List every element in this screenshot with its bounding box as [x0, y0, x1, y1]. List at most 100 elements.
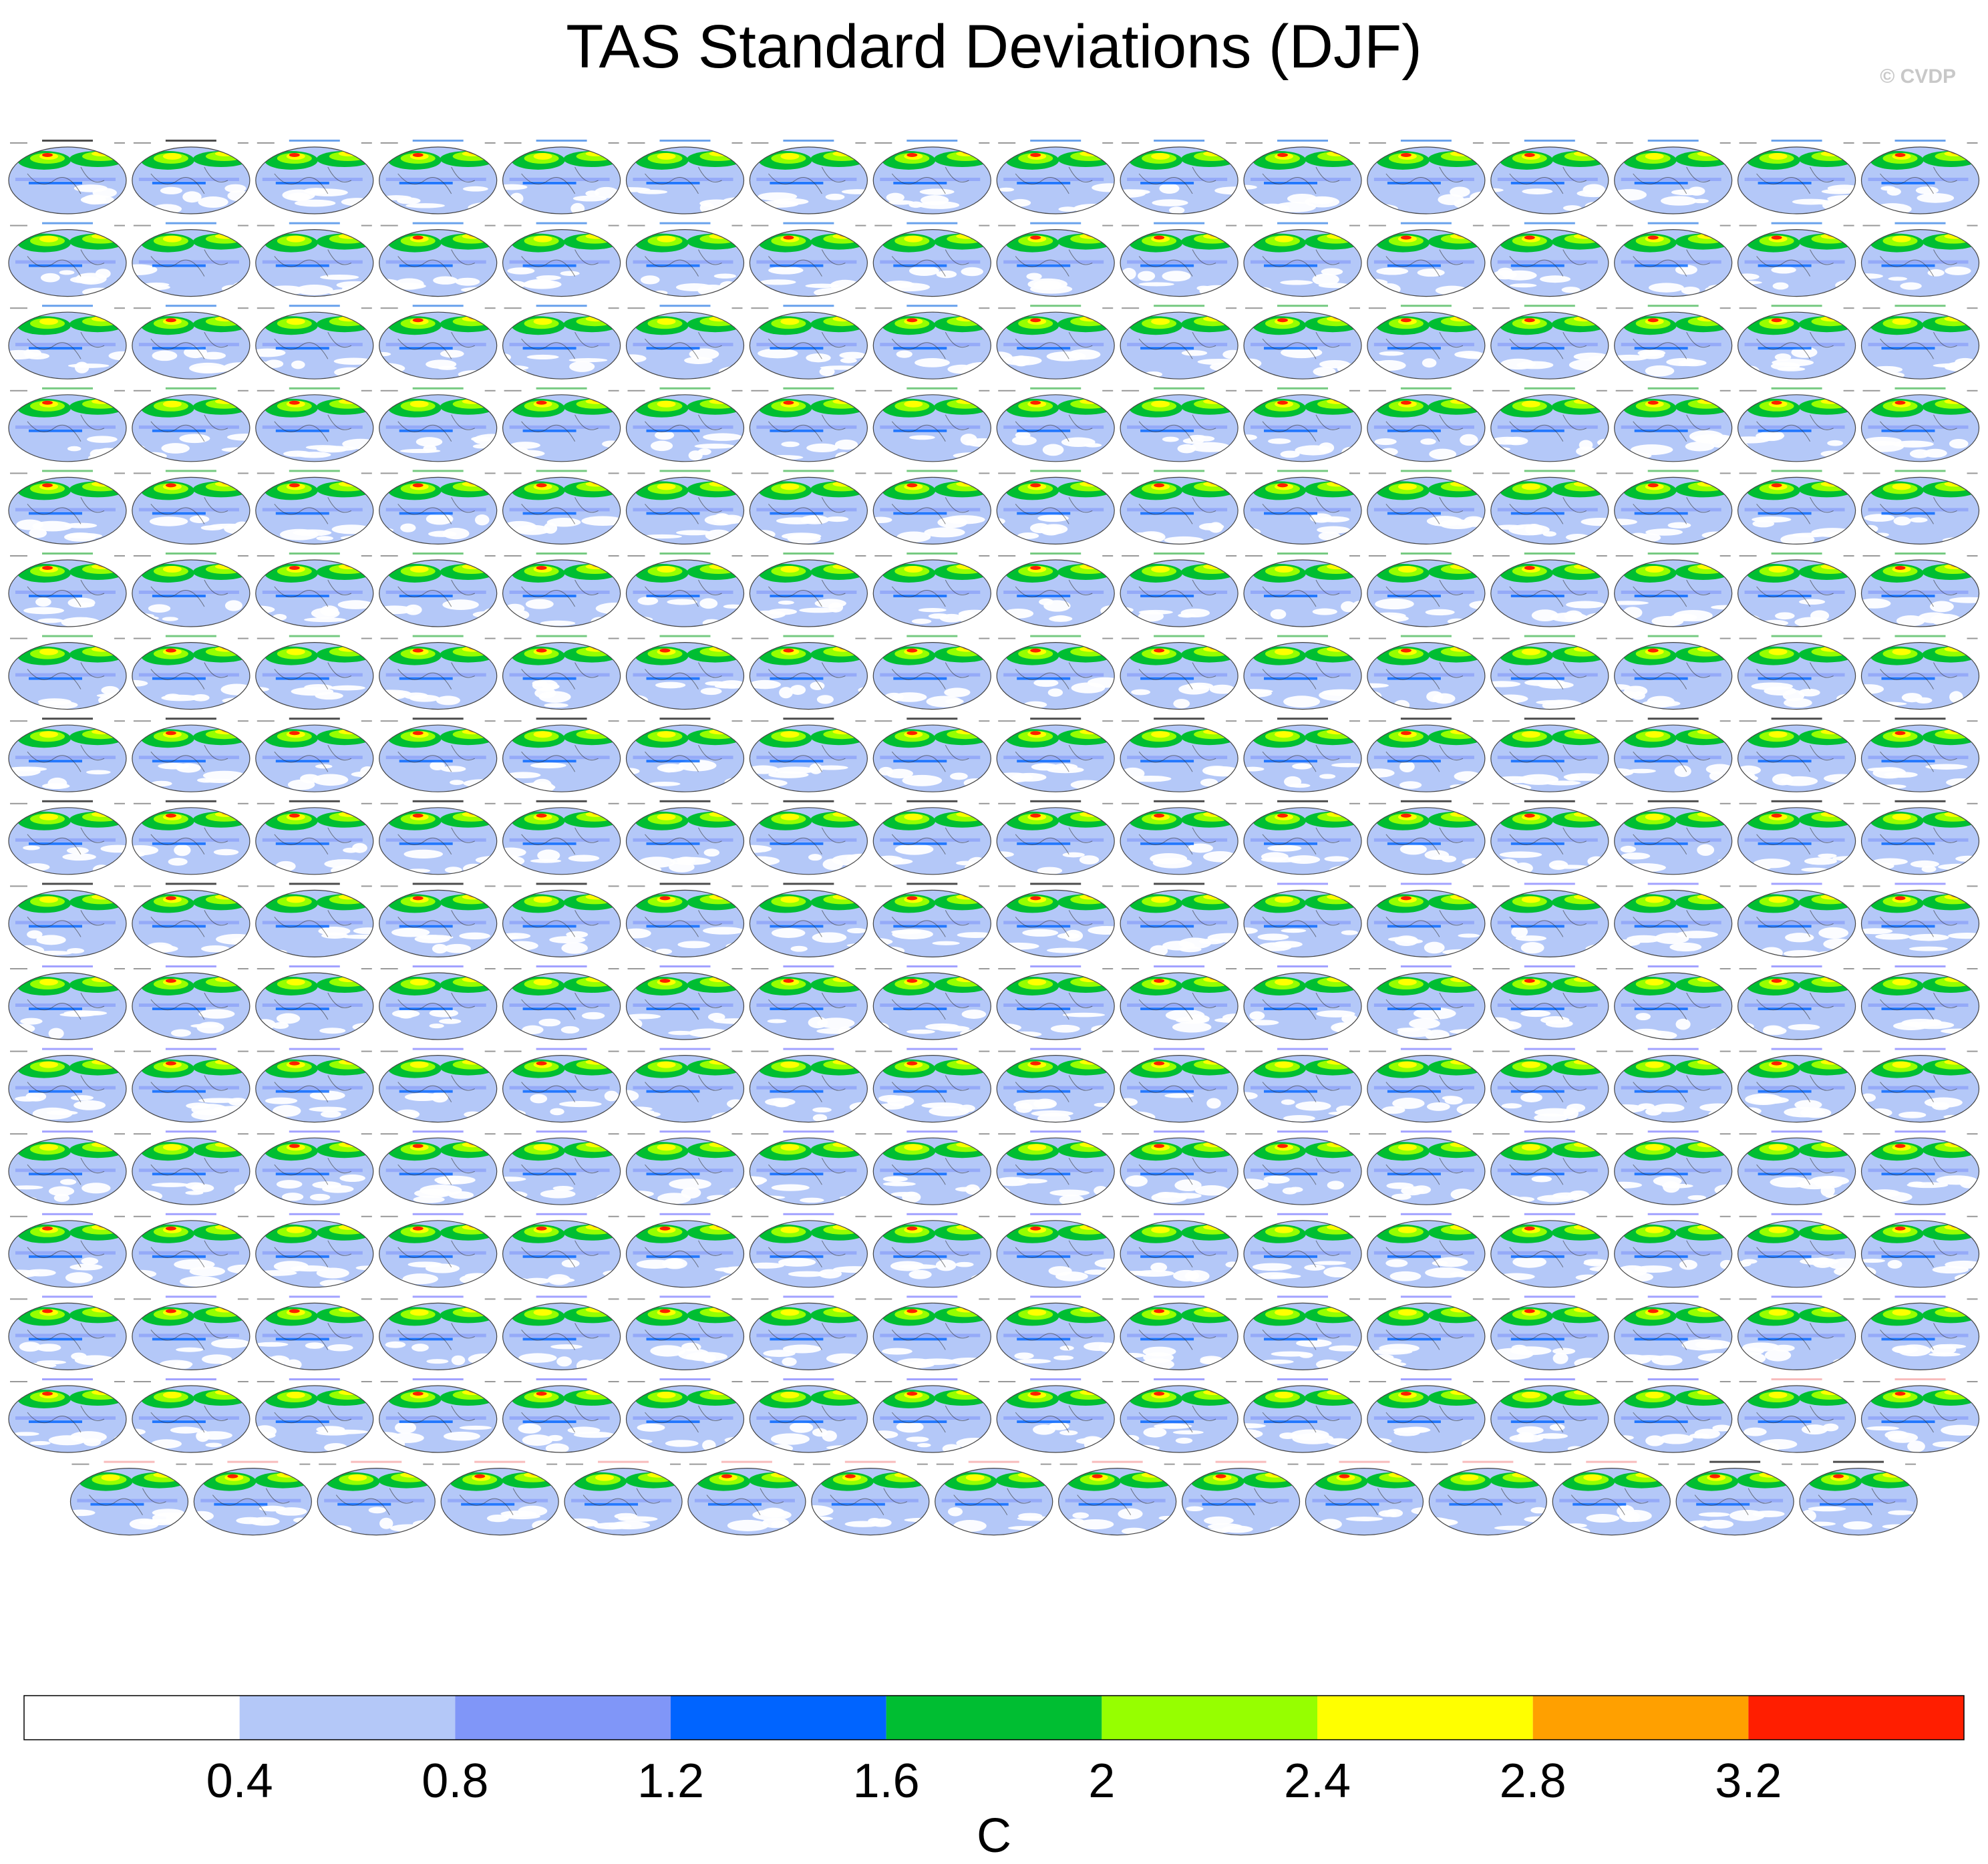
panel-years-mark — [133, 224, 151, 226]
panel-title-mark — [1894, 1048, 1946, 1050]
panel-title-mark — [1894, 387, 1946, 390]
panel-score-mark — [114, 307, 125, 309]
panel-years-mark — [1492, 1133, 1510, 1135]
panel-years-mark — [1492, 555, 1510, 557]
map-outline — [379, 146, 498, 214]
colorbar-segment — [1317, 1696, 1533, 1740]
panel-years-mark — [998, 637, 1016, 639]
map-outline — [132, 311, 251, 379]
map-outline — [1367, 394, 1486, 462]
panel-years-mark — [133, 1050, 151, 1052]
panel-title-mark — [1647, 305, 1699, 307]
panel-title-mark — [412, 718, 464, 720]
panel-years-mark — [1739, 307, 1757, 309]
map-outline — [749, 146, 868, 214]
panel-title-mark — [1894, 965, 1946, 967]
map-panel — [8, 965, 127, 1040]
map-outline — [1120, 311, 1238, 379]
panel-years-mark — [257, 142, 275, 144]
map-outline — [872, 146, 991, 214]
panel-score-mark — [855, 224, 866, 226]
map-outline — [255, 146, 374, 214]
panel-title-mark — [1400, 883, 1452, 885]
panel-title-mark — [1400, 140, 1452, 142]
panel-title-mark — [289, 470, 340, 472]
panel-years-mark — [1368, 1050, 1386, 1052]
map-panel — [625, 800, 745, 875]
panel-years-mark — [257, 885, 275, 887]
map-outline — [1120, 1137, 1238, 1205]
panel-score-mark — [1102, 555, 1114, 557]
panel-years-mark — [1245, 1050, 1263, 1052]
panel-years-mark — [874, 307, 892, 309]
panel-title-mark — [1771, 1130, 1822, 1133]
map-outline — [8, 1137, 127, 1205]
panel-score-mark — [237, 1215, 248, 1217]
panel-years-mark — [380, 637, 398, 639]
panel-years-mark — [133, 720, 151, 722]
panel-years-mark — [1862, 472, 1880, 474]
panel-title-mark — [1277, 718, 1328, 720]
panel-years-mark — [504, 885, 522, 887]
map-panel — [625, 470, 745, 545]
panel-title-mark — [289, 140, 340, 142]
panel-title-mark — [1524, 470, 1575, 472]
map-outline — [502, 641, 621, 710]
panel-score-mark — [1226, 885, 1237, 887]
panel-years-mark — [257, 555, 275, 557]
map-outline — [379, 476, 498, 545]
panel-score-mark — [1102, 472, 1114, 474]
panel-title-mark — [412, 222, 464, 224]
map-outline — [132, 641, 251, 710]
panel-score-mark — [1843, 224, 1854, 226]
panel-score-mark — [1843, 802, 1854, 804]
map-panel — [1367, 1130, 1486, 1205]
panel-years-mark — [1245, 802, 1263, 804]
panel-years-mark — [751, 1050, 769, 1052]
panel-score-mark — [608, 802, 619, 804]
map-panel — [502, 718, 621, 792]
panel-years-mark — [1122, 637, 1140, 639]
map-outline — [749, 559, 868, 627]
map-outline — [1243, 229, 1362, 297]
panel-years-mark — [1122, 802, 1140, 804]
panel-years-mark — [1245, 637, 1263, 639]
panel-title-mark — [1894, 553, 1946, 555]
panel-title-mark — [1524, 140, 1575, 142]
map-panel — [502, 965, 621, 1040]
panel-score-mark — [1349, 1050, 1360, 1052]
map-panel — [502, 553, 621, 627]
panel-years-mark — [504, 1050, 522, 1052]
map-outline — [1737, 394, 1856, 462]
panel-years-mark — [1862, 968, 1880, 969]
panel-years-mark — [1245, 224, 1263, 226]
panel-score-mark — [1596, 472, 1607, 474]
map-outline — [502, 724, 621, 792]
panel-years-mark — [380, 142, 398, 144]
panel-score-mark — [1472, 802, 1484, 804]
panel-title-mark — [1277, 305, 1328, 307]
panel-title-mark — [659, 305, 711, 307]
map-outline — [1737, 641, 1856, 710]
colorbar-units-label: C — [977, 1809, 1011, 1863]
panel-title-mark — [165, 305, 216, 307]
panel-score-mark — [114, 885, 125, 887]
panel-score-mark — [608, 720, 619, 722]
map-outline — [1737, 1054, 1856, 1123]
panel-score-mark — [114, 1133, 125, 1135]
map-panel — [996, 800, 1115, 875]
panel-years-mark — [257, 637, 275, 639]
panel-years-mark — [1122, 555, 1140, 557]
panel-years-mark — [257, 1215, 275, 1217]
panel-years-mark — [1122, 885, 1140, 887]
map-outline — [1614, 1054, 1733, 1123]
map-outline — [996, 807, 1115, 875]
map-panel — [872, 553, 991, 627]
map-outline — [1614, 724, 1733, 792]
panel-score-mark — [361, 224, 372, 226]
panel-title-mark — [1277, 140, 1328, 142]
panel-title-mark — [783, 387, 834, 390]
panel-title-mark — [536, 965, 587, 967]
panel-score-mark — [979, 968, 990, 969]
panel-years-mark — [10, 1133, 27, 1135]
